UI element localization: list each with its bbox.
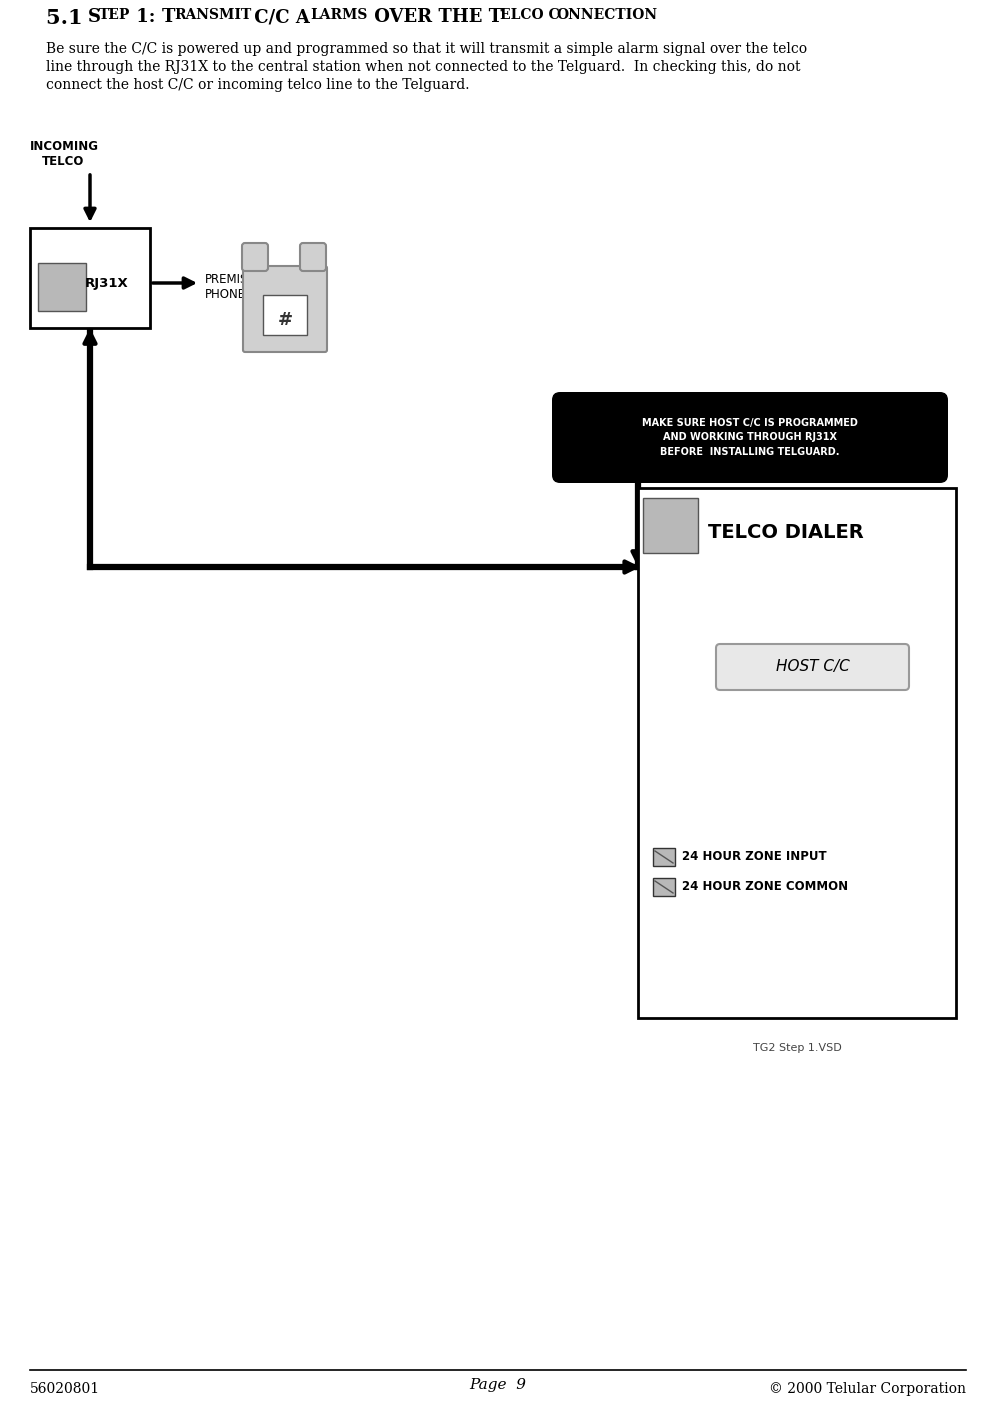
Text: Page  9: Page 9 (469, 1378, 527, 1392)
Bar (653, 878, 675, 896)
Text: RJ31X: RJ31X (85, 276, 128, 289)
Text: #: # (278, 311, 293, 329)
Text: C/C A: C/C A (248, 8, 310, 27)
Text: 1:: 1: (130, 8, 161, 27)
Text: ELCO C: ELCO C (500, 8, 560, 22)
Text: INCOMING: INCOMING (30, 140, 99, 153)
Text: 56020801: 56020801 (30, 1382, 101, 1396)
Bar (638, 488, 956, 1018)
Bar (263, 294, 307, 335)
Text: TELCO: TELCO (42, 156, 85, 168)
Text: line through the RJ31X to the central station when not connected to the Telguard: line through the RJ31X to the central st… (46, 60, 801, 74)
Text: T: T (162, 8, 175, 27)
Bar (38, 264, 86, 311)
Bar (653, 848, 675, 866)
Text: connect the host C/C or incoming telco line to the Telguard.: connect the host C/C or incoming telco l… (46, 79, 469, 93)
Text: S: S (88, 8, 101, 27)
Text: TEP: TEP (99, 8, 130, 22)
Text: TG2 Step 1.VSD: TG2 Step 1.VSD (753, 1043, 842, 1053)
FancyBboxPatch shape (552, 393, 948, 484)
FancyBboxPatch shape (300, 243, 326, 271)
Text: ONNECTION: ONNECTION (556, 8, 657, 22)
Text: TELCO DIALER: TELCO DIALER (708, 523, 864, 543)
Text: LARMS: LARMS (310, 8, 368, 22)
Text: PREMISE
PHONES: PREMISE PHONES (205, 273, 256, 301)
Text: OVER THE T: OVER THE T (368, 8, 502, 27)
FancyBboxPatch shape (243, 266, 327, 352)
Text: RANSMIT: RANSMIT (174, 8, 251, 22)
Text: HOST C/C: HOST C/C (776, 659, 850, 674)
Text: 24 HOUR ZONE INPUT: 24 HOUR ZONE INPUT (682, 851, 827, 864)
Text: Be sure the C/C is powered up and programmed so that it will transmit a simple a: Be sure the C/C is powered up and progra… (46, 42, 807, 56)
Bar (30, 229, 150, 328)
FancyBboxPatch shape (242, 243, 268, 271)
Text: 24 HOUR ZONE COMMON: 24 HOUR ZONE COMMON (682, 880, 849, 893)
Bar (643, 498, 698, 552)
FancyBboxPatch shape (716, 644, 909, 690)
Text: 5.1: 5.1 (46, 8, 98, 28)
Text: MAKE SURE HOST C/C IS PROGRAMMED
AND WORKING THROUGH RJ31X
BEFORE  INSTALLING TE: MAKE SURE HOST C/C IS PROGRAMMED AND WOR… (642, 418, 858, 457)
Text: © 2000 Telular Corporation: © 2000 Telular Corporation (769, 1382, 966, 1396)
